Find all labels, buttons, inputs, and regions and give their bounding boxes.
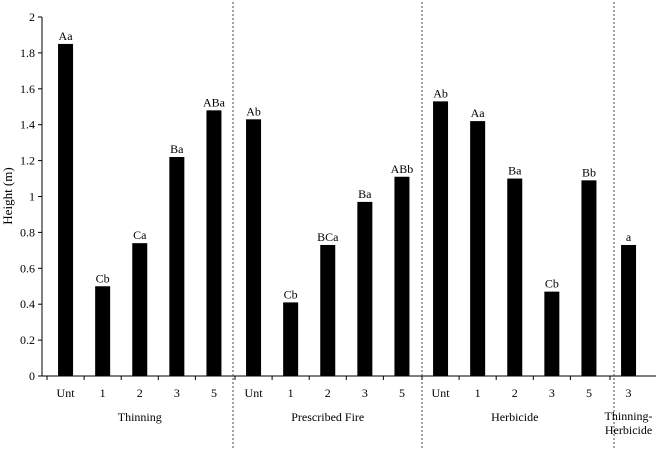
x-category-label: 3 [174, 386, 180, 400]
x-category-label: 2 [512, 386, 518, 400]
y-tick-label: 0.4 [20, 297, 35, 311]
x-category-label: 5 [211, 386, 217, 400]
bar-data-label: Ab [246, 104, 261, 118]
bar-data-label: Ba [358, 187, 372, 201]
bar [169, 157, 185, 376]
bars: Aa Cb Ca Ba ABa Ab Cb BCa Ba ABb Ab Aa Ba Cb Bb a [58, 29, 637, 377]
x-group-label-line: Thinning- [605, 409, 653, 423]
bar-data-label: Cb [96, 271, 110, 285]
x-category-label: 1 [100, 386, 106, 400]
bar [433, 101, 449, 377]
x-group-label: Herbicide [491, 410, 538, 424]
bar [470, 121, 486, 376]
bar-data-label: Bb [582, 165, 596, 179]
x-group-label: Thinning [118, 410, 162, 424]
x-category-label: Unt [57, 386, 76, 400]
x-category-label: 2 [325, 386, 331, 400]
bar-data-label: ABa [203, 95, 226, 109]
x-category-label: 2 [137, 386, 143, 400]
x-category-label: Unt [432, 386, 451, 400]
bar-data-label: BCa [317, 230, 339, 244]
x-category-label: Unt [245, 386, 264, 400]
bar-data-label: Cb [545, 277, 559, 291]
y-tick-label: 1.4 [20, 118, 35, 132]
bar [544, 291, 560, 376]
y-tick-label: 1.2 [20, 154, 35, 168]
y-tick-label: 0.8 [20, 225, 35, 239]
x-category-label: 5 [399, 386, 405, 400]
bar [581, 180, 597, 376]
bar-data-label: a [626, 230, 632, 244]
y-tick-label: 1 [29, 190, 35, 204]
y-tick-label: 0.2 [20, 333, 35, 347]
bar-data-label: Ca [133, 228, 147, 242]
bar [394, 176, 410, 376]
bar [246, 119, 262, 376]
x-category-label: 1 [288, 386, 294, 400]
bar-data-label: ABb [391, 162, 414, 176]
x-category-label: 3 [549, 386, 555, 400]
bar-data-label: Aa [471, 106, 486, 120]
bar [132, 243, 148, 376]
bar-data-label: Cb [284, 287, 298, 301]
x-category-label: 1 [475, 386, 481, 400]
y-tick-label: 2 [29, 10, 35, 24]
y-tick-label: 0 [29, 369, 35, 383]
bar [507, 178, 523, 376]
bar [357, 201, 373, 376]
bar-data-label: Ab [433, 86, 448, 100]
x-group-label: Thinning-Herbicide [605, 409, 653, 437]
bar-data-label: Aa [59, 29, 74, 43]
x-group-label-line: Herbicide [605, 423, 652, 437]
bar-data-label: Ba [508, 164, 522, 178]
bar [58, 43, 74, 377]
bar [95, 286, 111, 376]
x-axis: Unt 1 2 3 5 Thinning Unt 1 2 3 5 Prescribed Fire Unt… [42, 2, 656, 448]
bar-data-label: Ba [170, 142, 184, 156]
y-tick-label: 1.8 [20, 46, 35, 60]
x-category-label: 5 [586, 386, 592, 400]
y-axis-label: Height (m) [0, 167, 15, 224]
x-category-label: 3 [362, 386, 368, 400]
bar [206, 110, 222, 376]
y-axis: 0 0.2 0.4 0.6 0.8 1 1.2 1.4 1.6 1.8 2 [20, 10, 43, 383]
bar [320, 244, 336, 376]
x-category-label: 3 [626, 386, 632, 400]
bar [621, 244, 637, 376]
y-tick-label: 1.6 [20, 82, 35, 96]
bar [283, 302, 299, 376]
x-group-label: Prescribed Fire [291, 410, 364, 424]
y-tick-label: 0.6 [20, 261, 35, 275]
